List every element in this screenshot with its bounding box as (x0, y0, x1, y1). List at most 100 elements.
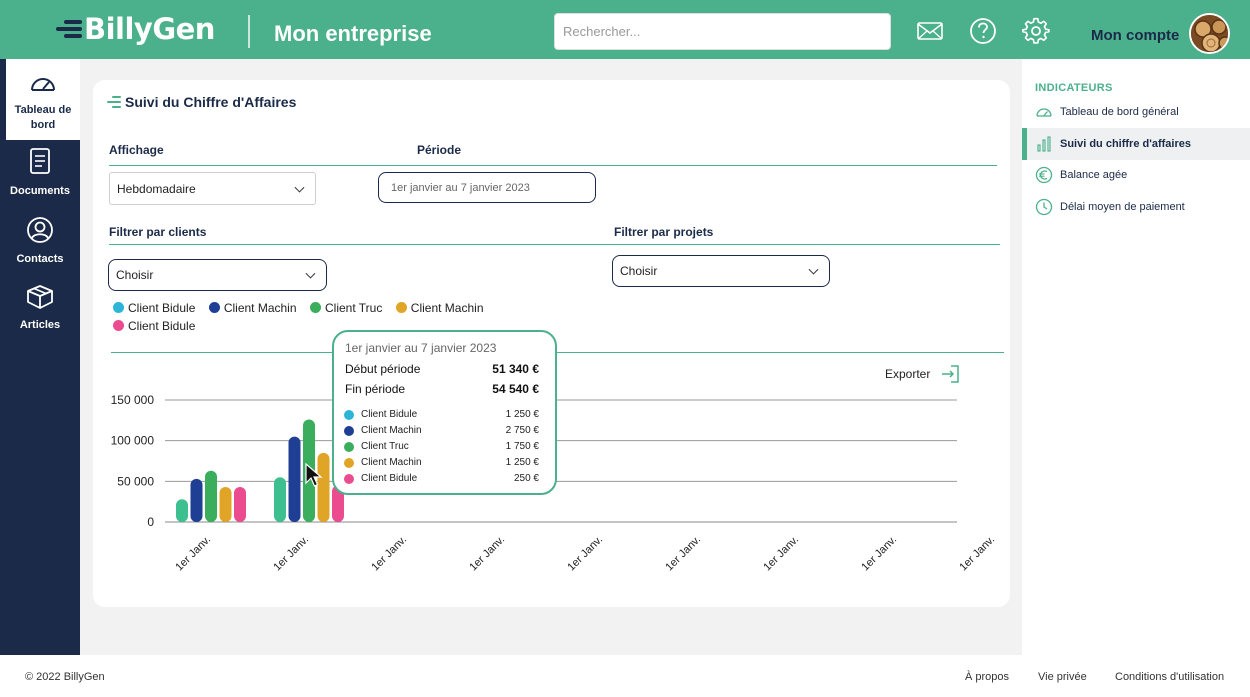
panel-header: Suivi du Chiffre d'Affaires (107, 94, 296, 110)
tooltip-item-value: 1 750 € (505, 441, 539, 452)
footer-link-conditions[interactable]: Conditions d'utilisation (1115, 671, 1225, 683)
tooltip-item-name: Client Bidule (361, 473, 418, 484)
filter-clients-select[interactable]: Choisir (108, 259, 327, 291)
x-tick-label: 1er Janv. (271, 534, 311, 574)
indicator-label: Suivi du chiffre d'affaires (1060, 138, 1191, 150)
bar (190, 478, 203, 522)
legend-item[interactable]: Client Truc (309, 300, 383, 315)
user-avatar[interactable] (1189, 13, 1230, 54)
filter-clients-label: Filtrer par clients (109, 225, 207, 239)
x-tick-label: 1er Janv. (467, 534, 507, 574)
tooltip-start-value: 51 340 € (492, 362, 539, 376)
bar (317, 452, 330, 522)
gauge-icon (1036, 108, 1052, 117)
settings-gear-icon[interactable] (1021, 16, 1051, 46)
bar (219, 487, 232, 522)
tooltip-swatch (344, 425, 354, 436)
footer-link-a-propos[interactable]: À propos (965, 671, 1010, 683)
tooltip-item: Client Machin 1 250 € (344, 457, 539, 468)
chart-legend: Client Bidule Client Machin Client Truc … (113, 300, 533, 336)
bar (332, 485, 344, 522)
bar-chart-icon (1037, 136, 1051, 152)
legend-item[interactable]: Client Machin (208, 300, 297, 315)
affichage-select[interactable]: Hebdomadaire (109, 172, 316, 205)
box-icon (27, 285, 53, 309)
indicator-item-tableau-de-bord[interactable]: Tableau de bord général (1022, 96, 1250, 128)
tooltip-swatch (344, 473, 354, 484)
bar (274, 477, 286, 522)
tooltip-period: 1er janvier au 7 janvier 2023 (345, 341, 497, 355)
bar (205, 470, 217, 522)
filter-projets-select[interactable]: Choisir (612, 255, 830, 287)
indicators-panel: INDICATEURS Tableau de bord général Suiv… (1022, 59, 1250, 655)
sidebar-item-articles[interactable]: Articles (0, 284, 80, 344)
divider (109, 165, 997, 166)
affichage-label: Affichage (109, 143, 164, 157)
indicator-item-chiffre-affaires[interactable]: Suivi du chiffre d'affaires (1022, 128, 1250, 160)
euro-icon (1035, 166, 1053, 184)
export-button[interactable]: Exporter (885, 363, 961, 385)
legend-swatch (208, 302, 220, 313)
filter-clients-value: Choisir (116, 268, 154, 282)
tooltip-item-value: 1 250 € (505, 409, 539, 420)
filter-projets-value: Choisir (620, 264, 658, 278)
sidebar-item-documents[interactable]: Documents (0, 147, 80, 207)
tooltip-start-row: Début période 51 340 € (345, 362, 539, 376)
sidebar-item-tableau-de-bord[interactable]: Tableau de bord (6, 59, 80, 140)
bar (288, 436, 301, 522)
legend-swatch (113, 320, 124, 331)
tooltip-end-label: Fin période (345, 382, 406, 396)
chart-tooltip: 1er janvier au 7 janvier 2023 Début péri… (332, 330, 557, 495)
bar (176, 499, 188, 522)
sidebar-item-label: Tableau de bord (14, 104, 72, 131)
legend-label: Client Machin (223, 300, 297, 315)
y-tick-label: 0 (147, 515, 154, 529)
tooltip-item-name: Client Truc (361, 441, 409, 452)
periode-field[interactable]: 1er janvier au 7 janvier 2023 (378, 172, 596, 203)
y-tick-label: 150 000 (111, 393, 155, 407)
user-icon (27, 217, 53, 243)
revenue-panel: Suivi du Chiffre d'Affaires Affichage Pé… (93, 80, 1010, 607)
sidebar-item-contacts[interactable]: Contacts (0, 216, 80, 276)
tooltip-item: Client Bidule 250 € (344, 473, 539, 484)
brand-logo[interactable]: BillyGen (56, 12, 215, 46)
legend-swatch (309, 302, 321, 313)
indicator-item-delai-paiement[interactable]: Délai moyen de paiement (1022, 191, 1250, 223)
search-input[interactable] (554, 13, 891, 50)
x-tick-label: 1er Janv. (369, 534, 409, 574)
help-icon[interactable] (968, 16, 998, 46)
footer-copyright: © 2022 BillyGen (25, 671, 105, 683)
tooltip-start-label: Début période (345, 362, 421, 376)
tooltip-end-row: Fin période 54 540 € (345, 382, 539, 396)
legend-swatch (395, 302, 407, 313)
legend-label: Client Bidule (128, 300, 196, 315)
brand-name: BillyGen (84, 12, 215, 46)
indicator-item-balance-agee[interactable]: Balance agée (1022, 159, 1250, 191)
top-header: BillyGen Mon entreprise Mon compte (0, 0, 1250, 59)
brand-bars-icon (107, 96, 121, 108)
legend-item[interactable]: Client Bidule (113, 319, 195, 333)
tooltip-item-value: 2 750 € (505, 425, 539, 436)
periode-label: Période (417, 143, 462, 157)
logo-bars-icon (56, 16, 82, 42)
document-icon (30, 148, 50, 174)
legend-item[interactable]: Client Bidule (113, 301, 195, 315)
indicator-label: Tableau de bord général (1060, 106, 1179, 118)
chart-divider (111, 352, 1004, 353)
mail-icon[interactable] (915, 16, 945, 46)
tooltip-item-value: 250 € (513, 473, 539, 484)
account-menu-label[interactable]: Mon compte (1091, 27, 1180, 44)
tooltip-swatch (344, 441, 354, 452)
export-icon (942, 365, 960, 383)
x-tick-label: 1er Janv. (173, 534, 213, 574)
periode-value: 1er janvier au 7 janvier 2023 (391, 181, 530, 194)
footer-link-vie-privee[interactable]: Vie privée (1038, 671, 1087, 683)
tooltip-item-name: Client Machin (361, 425, 422, 436)
legend-item[interactable]: Client Machin (395, 301, 484, 315)
legend-label: Client Truc (324, 300, 383, 315)
main-sidebar: Tableau de bord Documents Contacts Artic… (0, 59, 80, 655)
x-tick-label: 1er Janv. (957, 534, 997, 574)
tooltip-item: Client Bidule 1 250 € (344, 409, 539, 420)
y-tick-label: 50 000 (117, 474, 154, 488)
tooltip-swatch (344, 457, 354, 468)
